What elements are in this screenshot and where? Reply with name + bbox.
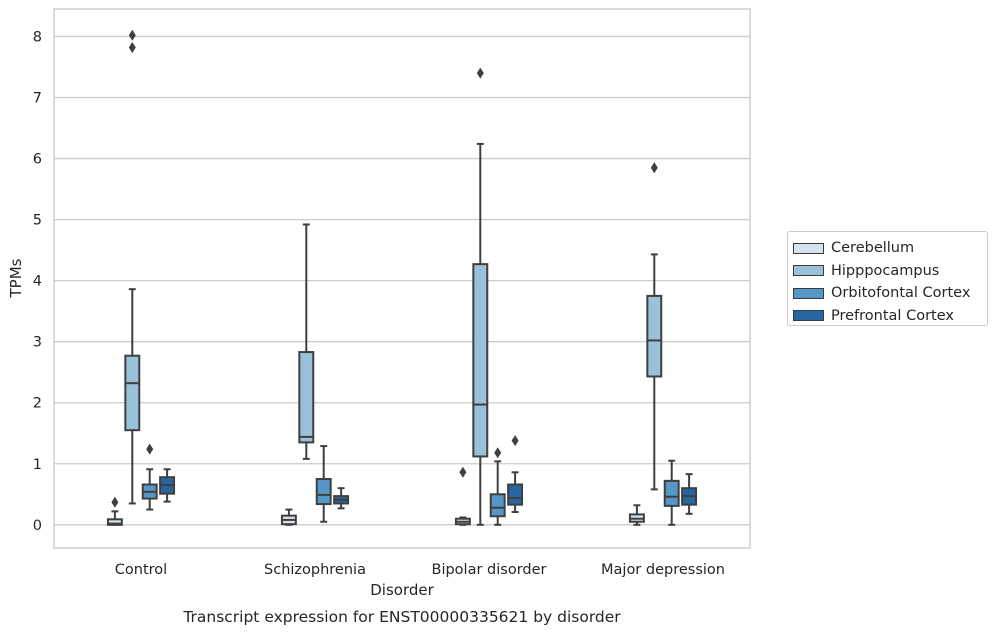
box-plot xyxy=(663,459,680,526)
chart-title: Transcript expression for ENST0000033562… xyxy=(182,608,621,626)
outlier-point xyxy=(146,443,154,455)
x-tick-label: Schizophrenia xyxy=(264,562,366,578)
outlier-point xyxy=(511,435,519,447)
legend-swatch-cerebellum xyxy=(793,242,824,254)
box-plot xyxy=(280,508,297,526)
outlier-point xyxy=(128,41,136,53)
legend-item-cerebellum: Cerebellum xyxy=(793,237,987,260)
box xyxy=(663,479,680,507)
box xyxy=(106,518,123,526)
box-plot xyxy=(159,468,176,503)
y-tick-label: 7 xyxy=(33,91,42,107)
box-plot xyxy=(646,162,663,491)
y-tick-labels: 0 1 2 3 4 5 6 7 8 xyxy=(33,29,42,533)
outlier-point xyxy=(111,496,119,508)
box xyxy=(489,493,506,518)
box-plot xyxy=(472,67,489,526)
x-tick-label: Major depression xyxy=(601,562,725,578)
legend-label: Cerebellum xyxy=(831,240,915,257)
y-tick-label: 3 xyxy=(33,335,42,351)
legend-label: Hipppocampus xyxy=(831,262,940,279)
box-plot xyxy=(333,487,350,510)
box xyxy=(315,478,332,506)
legend-swatch-prefrontal xyxy=(793,310,824,322)
outlier-point xyxy=(459,466,467,478)
outlier-point xyxy=(128,29,136,41)
plot-area xyxy=(54,9,750,548)
legend-label: Prefrontal Cortex xyxy=(831,307,954,324)
box-plots xyxy=(106,29,698,526)
box-plot xyxy=(628,504,645,526)
outlier-point xyxy=(494,447,502,459)
legend-item-hippocampus: Hipppocampus xyxy=(793,260,987,283)
y-tick-label: 4 xyxy=(33,274,42,290)
legend-label: Orbitofontal Cortex xyxy=(831,285,971,302)
box-plot xyxy=(298,223,315,460)
box-plot xyxy=(315,445,332,523)
grid-lines xyxy=(54,35,750,526)
box xyxy=(298,351,315,444)
box-plot xyxy=(681,473,698,515)
legend-item-prefrontal: Prefrontal Cortex xyxy=(793,305,987,328)
legend-item-orbitofrontal: Orbitofontal Cortex xyxy=(793,282,987,305)
box-plot xyxy=(489,447,506,526)
box xyxy=(124,354,141,432)
y-tick-label: 0 xyxy=(33,518,42,534)
y-tick-label: 2 xyxy=(33,396,42,412)
box xyxy=(507,483,524,506)
plot-frame xyxy=(53,8,751,549)
x-tick-label: Bipolar disorder xyxy=(432,562,547,578)
legend-swatch-hippocampus xyxy=(793,265,824,277)
x-tick-label: Control xyxy=(115,562,167,578)
outlier-point xyxy=(650,162,658,174)
x-axis-label: Disorder xyxy=(370,581,434,599)
x-tick-labels: Control Schizophrenia Bipolar disorder Majo… xyxy=(115,562,725,578)
box-plot xyxy=(507,435,524,513)
y-tick-label: 5 xyxy=(33,213,42,229)
box-plot xyxy=(454,466,471,526)
box xyxy=(646,294,663,378)
y-tick-label: 1 xyxy=(33,457,42,473)
legend-swatch-orbitofrontal xyxy=(793,287,824,299)
box-plot xyxy=(141,443,158,511)
y-axis-label: TPMs xyxy=(7,258,25,298)
box-plot xyxy=(106,496,123,526)
y-tick-label: 8 xyxy=(33,29,42,45)
box-plot xyxy=(124,29,141,505)
outlier-point xyxy=(476,67,484,79)
legend: Cerebellum Hipppocampus Orbitofontal Cor… xyxy=(787,231,988,326)
box xyxy=(472,263,489,458)
y-tick-label: 6 xyxy=(33,152,42,168)
